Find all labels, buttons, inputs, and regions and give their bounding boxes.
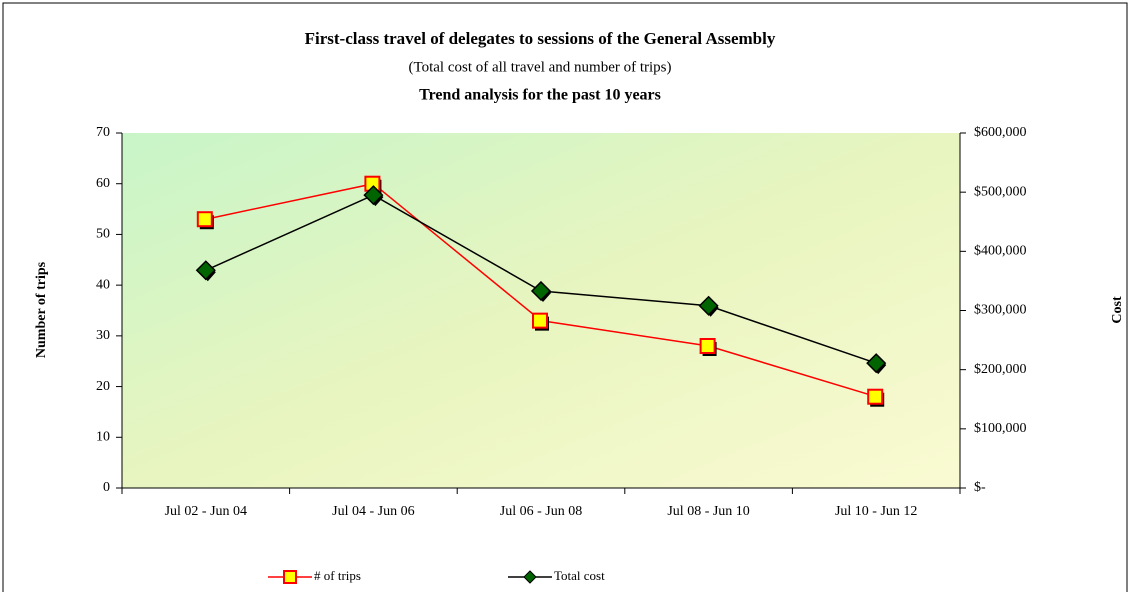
- y-tick-label: 70: [96, 125, 110, 140]
- y2-tick-label: $200,000: [974, 362, 1027, 377]
- legend-label: # of trips: [314, 568, 361, 583]
- y-tick-label: 60: [96, 176, 110, 191]
- y2-tick-label: $400,000: [974, 244, 1027, 259]
- y2-tick-label: $-: [974, 480, 986, 495]
- x-tick-label: Jul 06 - Jun 08: [500, 504, 582, 519]
- x-tick-label: Jul 04 - Jun 06: [332, 504, 414, 519]
- y-tick-label: 30: [96, 328, 110, 343]
- marker: [530, 280, 552, 302]
- marker: [195, 260, 216, 281]
- x-tick-label: Jul 08 - Jun 10: [667, 504, 749, 519]
- plot-area: [122, 133, 960, 488]
- chart-title: First-class travel of delegates to sessi…: [305, 29, 776, 48]
- y-tick-label: 50: [96, 227, 110, 242]
- y2-tick-label: $500,000: [974, 184, 1027, 199]
- y2-tick-label: $300,000: [974, 303, 1027, 318]
- x-tick-label: Jul 10 - Jun 12: [835, 504, 917, 519]
- legend-marker: [523, 570, 537, 584]
- legend-marker: [283, 570, 297, 584]
- y-axis-label: Number of trips: [34, 261, 49, 358]
- y2-axis-label: Cost: [1110, 296, 1125, 324]
- y2-tick-label: $600,000: [974, 125, 1027, 140]
- chart-subtitle: Trend analysis for the past 10 years: [419, 87, 661, 104]
- y-tick-label: 20: [96, 379, 110, 394]
- y-tick-label: 40: [96, 277, 110, 292]
- y-tick-label: 0: [103, 480, 110, 495]
- marker: [866, 353, 887, 374]
- marker: [867, 388, 884, 405]
- marker: [196, 211, 213, 228]
- marker: [363, 185, 384, 206]
- marker: [698, 295, 719, 316]
- marker: [699, 338, 716, 354]
- y-tick-label: 10: [96, 430, 110, 445]
- x-tick-label: Jul 02 - Jun 04: [165, 504, 247, 519]
- y2-tick-label: $100,000: [974, 421, 1027, 436]
- chart-subtitle: (Total cost of all travel and number of …: [408, 59, 671, 75]
- marker: [532, 312, 548, 329]
- legend-label: Total cost: [554, 568, 605, 583]
